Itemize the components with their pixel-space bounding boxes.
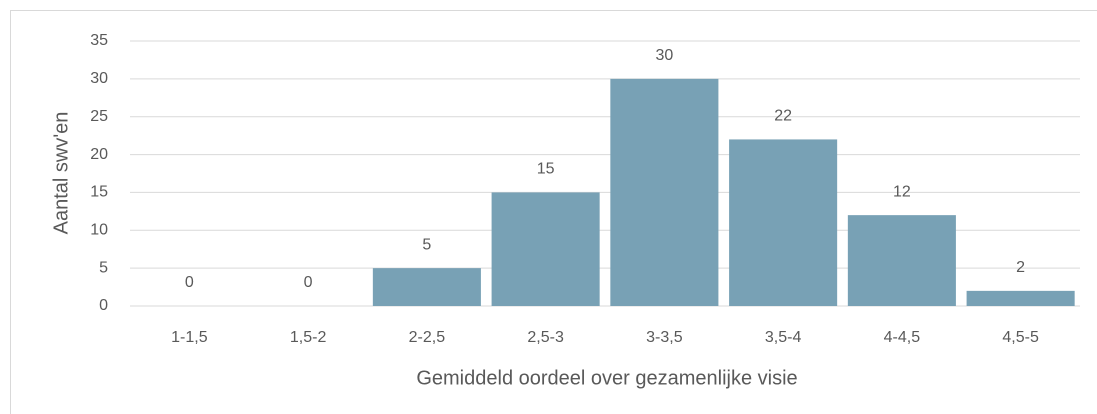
data-label: 0 bbox=[185, 274, 194, 291]
data-label: 15 bbox=[537, 161, 555, 178]
y-tick-label: 0 bbox=[99, 297, 108, 314]
y-tick-label: 15 bbox=[90, 184, 108, 201]
bar bbox=[372, 268, 481, 306]
x-tick-label: 3,5-4 bbox=[765, 329, 802, 346]
x-tick-label: 4,5-5 bbox=[1002, 329, 1039, 346]
y-tick-label: 35 bbox=[90, 32, 108, 49]
bar bbox=[966, 290, 1075, 306]
y-tick-label: 25 bbox=[90, 108, 108, 125]
bar bbox=[847, 215, 956, 306]
y-tick-label: 20 bbox=[90, 146, 108, 163]
bar bbox=[610, 78, 719, 306]
x-tick-label: 1,5-2 bbox=[290, 329, 327, 346]
data-label: 5 bbox=[422, 236, 431, 253]
x-tick-label: 2,5-3 bbox=[527, 329, 564, 346]
y-tick-label: 5 bbox=[99, 259, 108, 276]
x-tick-label: 2-2,5 bbox=[409, 329, 446, 346]
x-tick-label: 3-3,5 bbox=[646, 329, 683, 346]
bar bbox=[729, 139, 838, 306]
x-tick-label: 4-4,5 bbox=[884, 329, 921, 346]
y-tick-label: 30 bbox=[90, 70, 108, 87]
x-axis-title: Gemiddeld oordeel over gezamenlijke visi… bbox=[416, 367, 797, 389]
y-tick-label: 10 bbox=[90, 222, 108, 239]
y-axis-title: Aantal swv'en bbox=[50, 112, 72, 235]
x-tick-label: 1-1,5 bbox=[171, 329, 208, 346]
data-label: 12 bbox=[893, 183, 911, 200]
bar bbox=[491, 192, 600, 306]
data-label: 2 bbox=[1016, 259, 1025, 276]
data-label: 22 bbox=[774, 108, 792, 125]
data-label: 0 bbox=[304, 274, 313, 291]
data-label: 30 bbox=[655, 47, 673, 64]
